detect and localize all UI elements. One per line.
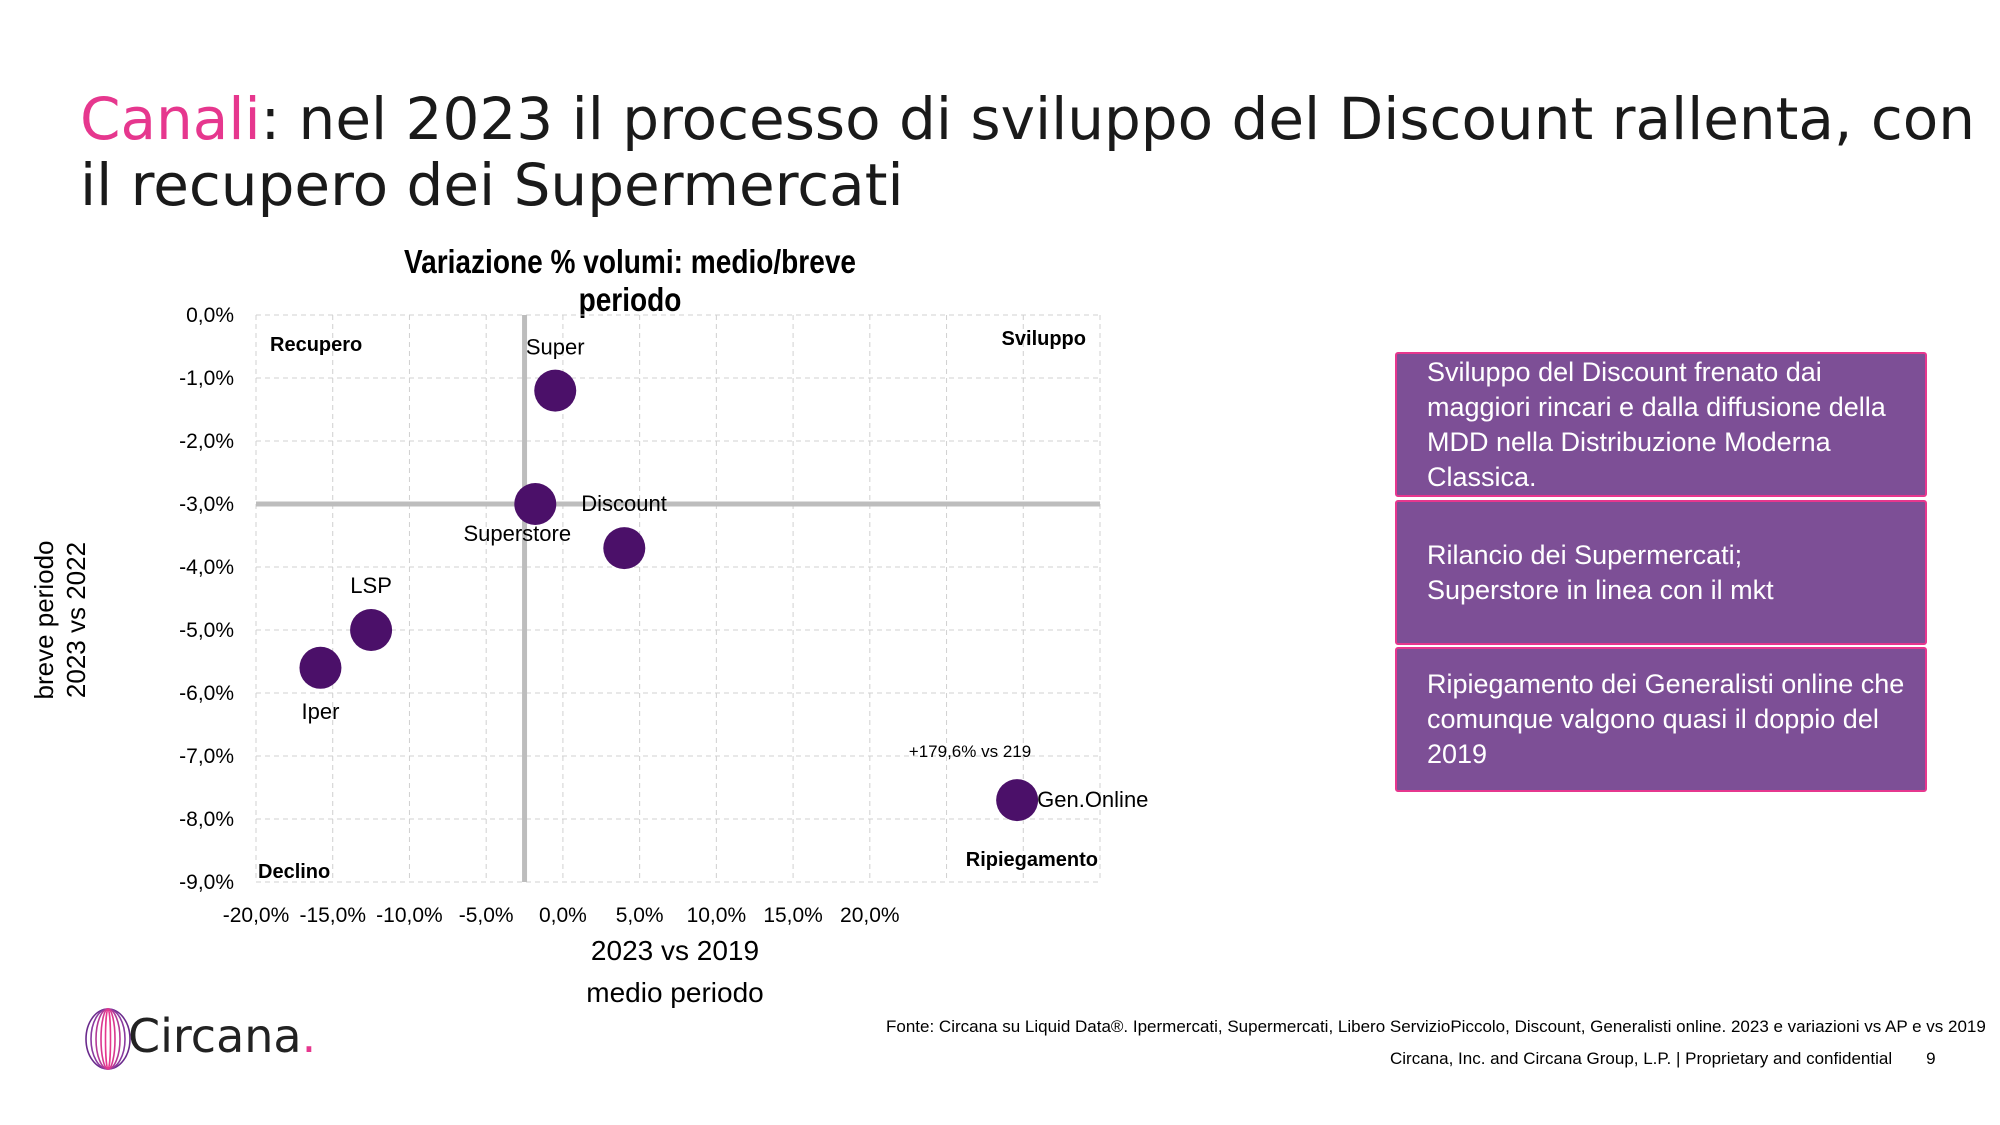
chart-title: Variazione % volumi: medio/breve periodo bbox=[403, 243, 857, 318]
y-tick-label: -2,0% bbox=[179, 430, 234, 453]
data-point-genonline bbox=[996, 779, 1039, 822]
insight-text-discount: Sviluppo del Discount frenato dai maggio… bbox=[1427, 356, 1886, 492]
data-point-iper bbox=[299, 646, 342, 689]
quadrant-labels: Recupero Sviluppo Declino Ripiegamento bbox=[258, 328, 1098, 883]
x-axis-title: 2023 vs 2019 medio periodo bbox=[575, 930, 775, 1014]
data-point-discount bbox=[603, 527, 646, 570]
y-tick-label: -8,0% bbox=[179, 808, 234, 831]
confidential-text: Circana, Inc. and Circana Group, L.P. | … bbox=[1390, 1049, 1893, 1068]
x-tick-label: 0,0% bbox=[539, 904, 587, 927]
insight-text-supermarkets: Rilancio dei Supermercati; Superstore in… bbox=[1427, 539, 1774, 605]
point-label-super: Super bbox=[526, 335, 585, 360]
y-axis-title-line1: breve periodo bbox=[29, 540, 59, 700]
point-label-lsp: LSP bbox=[350, 573, 392, 598]
x-axis-title-line1: 2023 vs 2019 bbox=[590, 935, 760, 966]
page-number: 9 bbox=[1926, 1049, 1936, 1068]
y-tick-label: 0,0% bbox=[186, 304, 234, 327]
x-axis-title-line2: medio periodo bbox=[586, 977, 764, 1008]
quadrant-label-sviluppo: Sviluppo bbox=[1002, 328, 1086, 350]
point-label-genonline: Gen.Online bbox=[1037, 787, 1148, 812]
data-point-lsp bbox=[350, 609, 393, 651]
title-accent: Canali bbox=[80, 85, 261, 153]
y-tick-label: -4,0% bbox=[179, 556, 234, 579]
confidential-note: Circana, Inc. and Circana Group, L.P. | … bbox=[1390, 1049, 1936, 1069]
insight-box-supermarkets: Rilancio dei Supermercati; Superstore in… bbox=[1395, 500, 1927, 645]
logo-word: Circana bbox=[128, 1009, 302, 1063]
insight-box-online: Ripiegamento dei Generalisti online che … bbox=[1395, 647, 1927, 792]
y-tick-label: -1,0% bbox=[179, 367, 234, 390]
gen-online-annotation: +179,6% vs 219 bbox=[909, 742, 1031, 761]
x-tick-label: 10,0% bbox=[687, 904, 747, 927]
x-tick-labels: -20,0% -15,0% -10,0% -5,0% 0,0% 5,0% 10,0% 15,0… bbox=[223, 904, 900, 927]
reference-lines bbox=[256, 315, 1100, 882]
point-label-iper: Iper bbox=[301, 699, 339, 724]
x-tick-label: -5,0% bbox=[459, 904, 514, 927]
source-note: Fonte: Circana su Liquid Data®. Ipermerc… bbox=[886, 1017, 1986, 1036]
y-tick-label: -6,0% bbox=[179, 682, 234, 705]
insight-box-discount: Sviluppo del Discount frenato dai maggio… bbox=[1395, 352, 1927, 497]
y-tick-label: -9,0% bbox=[179, 871, 234, 894]
x-tick-label: 5,0% bbox=[616, 904, 664, 927]
y-tick-label: -3,0% bbox=[179, 493, 234, 516]
chart-grid bbox=[255, 314, 1101, 883]
quadrant-label-recupero: Recupero bbox=[270, 334, 362, 356]
circana-logo-text: Circana. bbox=[128, 1009, 316, 1063]
point-labels: Super Superstore Discount LSP Iper Gen.Online bbox=[301, 335, 1148, 812]
y-axis-title: breve periodo 2023 vs 2022 bbox=[28, 541, 92, 700]
data-point-super bbox=[534, 369, 577, 412]
data-points bbox=[299, 369, 1039, 822]
y-tick-label: -5,0% bbox=[179, 619, 234, 642]
quadrant-label-ripiegamento: Ripiegamento bbox=[966, 849, 1098, 871]
circana-logo-icon bbox=[85, 1008, 131, 1070]
y-axis-title-line2: 2023 vs 2022 bbox=[61, 541, 91, 699]
x-tick-label: 15,0% bbox=[763, 904, 823, 927]
point-label-discount: Discount bbox=[581, 491, 667, 516]
y-tick-labels: 0,0% -1,0% -2,0% -3,0% -4,0% -5,0% -6,0% -7,0% -… bbox=[179, 304, 234, 894]
insight-text-online: Ripiegamento dei Generalisti online che … bbox=[1427, 669, 1905, 769]
x-tick-label: -20,0% bbox=[223, 904, 290, 927]
title-rest: : nel 2023 il processo di sviluppo del D… bbox=[80, 85, 1975, 219]
x-tick-label: -10,0% bbox=[376, 904, 443, 927]
logo-dot: . bbox=[301, 1009, 317, 1063]
x-tick-label: 20,0% bbox=[840, 904, 900, 927]
point-label-superstore: Superstore bbox=[463, 521, 571, 546]
slide-title: Canali: nel 2023 il processo di sviluppo… bbox=[80, 86, 1980, 218]
x-tick-label: -15,0% bbox=[299, 904, 366, 927]
y-tick-label: -7,0% bbox=[179, 745, 234, 768]
data-point-superstore bbox=[514, 483, 557, 525]
quadrant-label-declino: Declino bbox=[258, 861, 330, 883]
